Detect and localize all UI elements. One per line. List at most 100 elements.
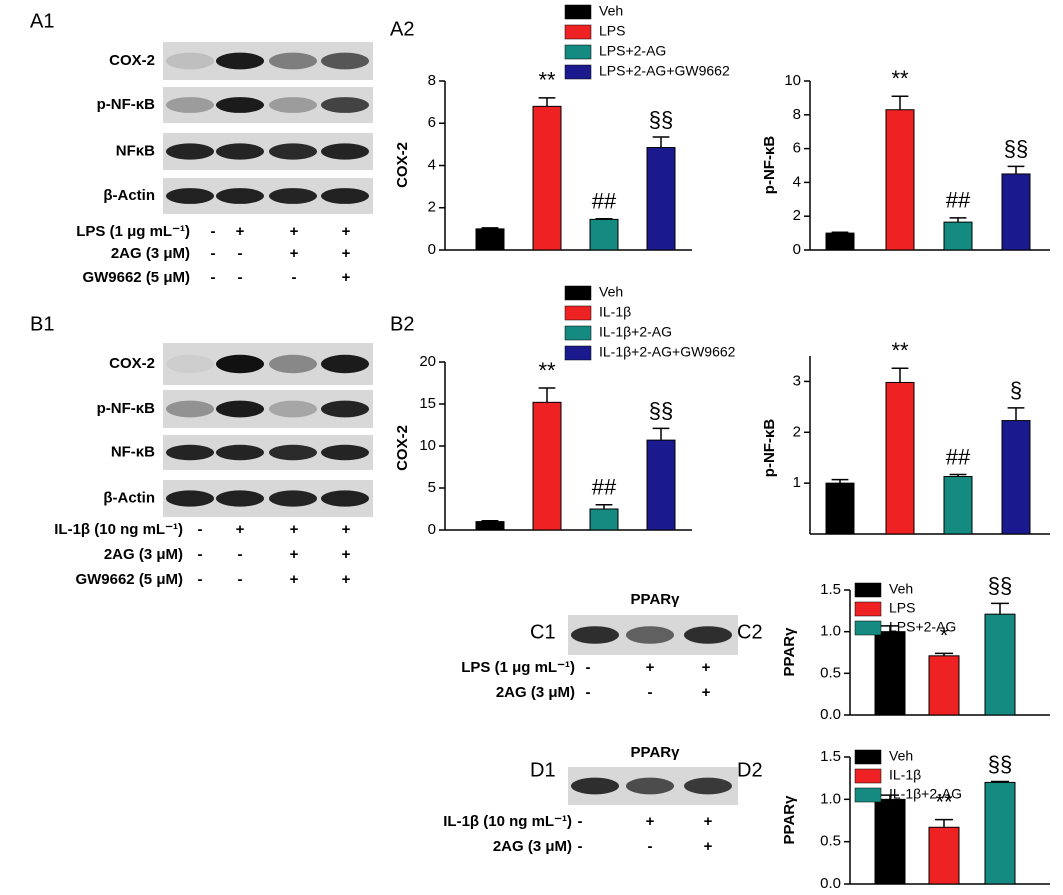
blot-title: PPARγ [631, 744, 681, 761]
blot-row-label: NFκB [116, 142, 155, 159]
treatment-sign: - [198, 571, 203, 588]
y-tick-label: 10 [419, 437, 436, 454]
y-tick-label: 3 [793, 372, 801, 389]
y-tick-label: 1.0 [820, 623, 841, 640]
blot-band [684, 626, 732, 644]
significance-label: * [940, 623, 949, 648]
treatment-sign: - [648, 838, 653, 855]
blot-row-label: COX-2 [109, 52, 155, 69]
significance-label: §§ [1004, 136, 1028, 161]
y-tick-label: 2 [793, 423, 801, 440]
blot-row-label: β-Actin [103, 489, 155, 506]
treatment-sign: + [342, 269, 351, 286]
significance-label: §§ [988, 573, 1012, 598]
y-tick-label: 4 [793, 173, 801, 190]
blot-title: PPARγ [631, 591, 681, 608]
y-tick-label: 8 [428, 72, 436, 89]
y-tick-label: 4 [428, 156, 436, 173]
blot-row-label: COX-2 [109, 355, 155, 372]
blot-band [571, 777, 619, 795]
y-tick-label: 2 [793, 207, 801, 224]
treatment-sign: - [211, 269, 216, 286]
bar [874, 798, 906, 885]
blot-band [269, 97, 317, 113]
y-tick-label: 1.5 [820, 581, 841, 598]
y-tick-label: 20 [419, 353, 436, 370]
treatment-sign: - [586, 659, 591, 676]
treatment-sign: + [342, 521, 351, 538]
blot-band [684, 777, 732, 795]
significance-label: ## [592, 475, 617, 500]
y-tick-label: 2 [428, 199, 436, 216]
legend-label: LPS [889, 600, 915, 616]
y-axis-label: COX-2 [394, 425, 411, 471]
treatment-sign: - [648, 684, 653, 701]
legend-label: LPS+2-AG+GW9662 [599, 63, 730, 79]
legend-swatch [854, 749, 882, 765]
blot-row-label: p-NF-κB [97, 96, 156, 113]
blot-band [166, 97, 214, 113]
bar [532, 105, 562, 251]
significance-label: ** [538, 358, 556, 383]
treatment-sign: + [290, 571, 299, 588]
panel-label: B2 [390, 313, 414, 335]
panel-label: D2 [737, 759, 763, 781]
y-tick-label: 0.0 [820, 706, 841, 723]
panel-label: C2 [737, 621, 763, 643]
legend-label: LPS [599, 23, 625, 39]
legend-label: IL-1β+2-AG [599, 324, 672, 340]
treatment-sign: + [290, 546, 299, 563]
legend-label: IL-1β+2-AG [889, 786, 962, 802]
legend-swatch [564, 64, 592, 80]
y-axis-label: p-NF-κB [761, 136, 778, 195]
blot-band [216, 52, 264, 70]
blot-band [269, 188, 317, 204]
treatment-sign: + [342, 546, 351, 563]
bar [475, 521, 505, 531]
blot-band [269, 52, 317, 70]
treatment-sign: + [702, 659, 711, 676]
significance-label: ## [946, 444, 971, 469]
treatment-sign: - [238, 245, 243, 262]
bar [825, 232, 855, 251]
legend-label: IL-1β+2-AG+GW9662 [599, 344, 736, 360]
significance-label: ## [946, 188, 971, 213]
treatment-sign: + [342, 223, 351, 240]
legend-label: Veh [889, 581, 913, 597]
treatment-sign: + [236, 223, 245, 240]
y-tick-label: 0.5 [820, 664, 841, 681]
y-tick-label: 0 [428, 521, 436, 538]
treatment-sign: - [211, 245, 216, 262]
y-tick-label: 8 [793, 106, 801, 123]
y-axis-label: PPARγ [781, 795, 798, 845]
significance-label: ** [891, 338, 909, 363]
blot-band [166, 143, 214, 160]
treatment-label: GW9662 (5 μM) [75, 571, 183, 588]
blot-band [321, 188, 369, 204]
y-tick-label: 0.5 [820, 833, 841, 850]
legend-swatch [854, 582, 882, 598]
blot-band [626, 777, 674, 795]
significance-label: §§ [649, 107, 673, 132]
treatment-label: 2AG (3 μM) [104, 546, 183, 563]
treatment-sign: + [290, 521, 299, 538]
treatment-sign: - [238, 571, 243, 588]
blot-row-label: p-NF-κB [97, 400, 156, 417]
legend-swatch [564, 4, 592, 20]
blot-band [166, 444, 214, 461]
blot-band [321, 52, 369, 70]
bar [984, 613, 1016, 716]
legend-label: IL-1β [889, 767, 921, 783]
blot-band [269, 444, 317, 461]
blot-band [269, 400, 317, 418]
legend-swatch [854, 620, 882, 636]
bar [984, 781, 1016, 885]
blot-band [216, 354, 264, 374]
significance-label: ** [538, 68, 556, 93]
bar [928, 655, 960, 716]
legend-swatch [564, 305, 592, 321]
panel-label: B1 [30, 313, 54, 335]
treatment-label: 2AG (3 μM) [111, 245, 190, 262]
legend-swatch [854, 601, 882, 617]
treatment-sign: - [198, 521, 203, 538]
